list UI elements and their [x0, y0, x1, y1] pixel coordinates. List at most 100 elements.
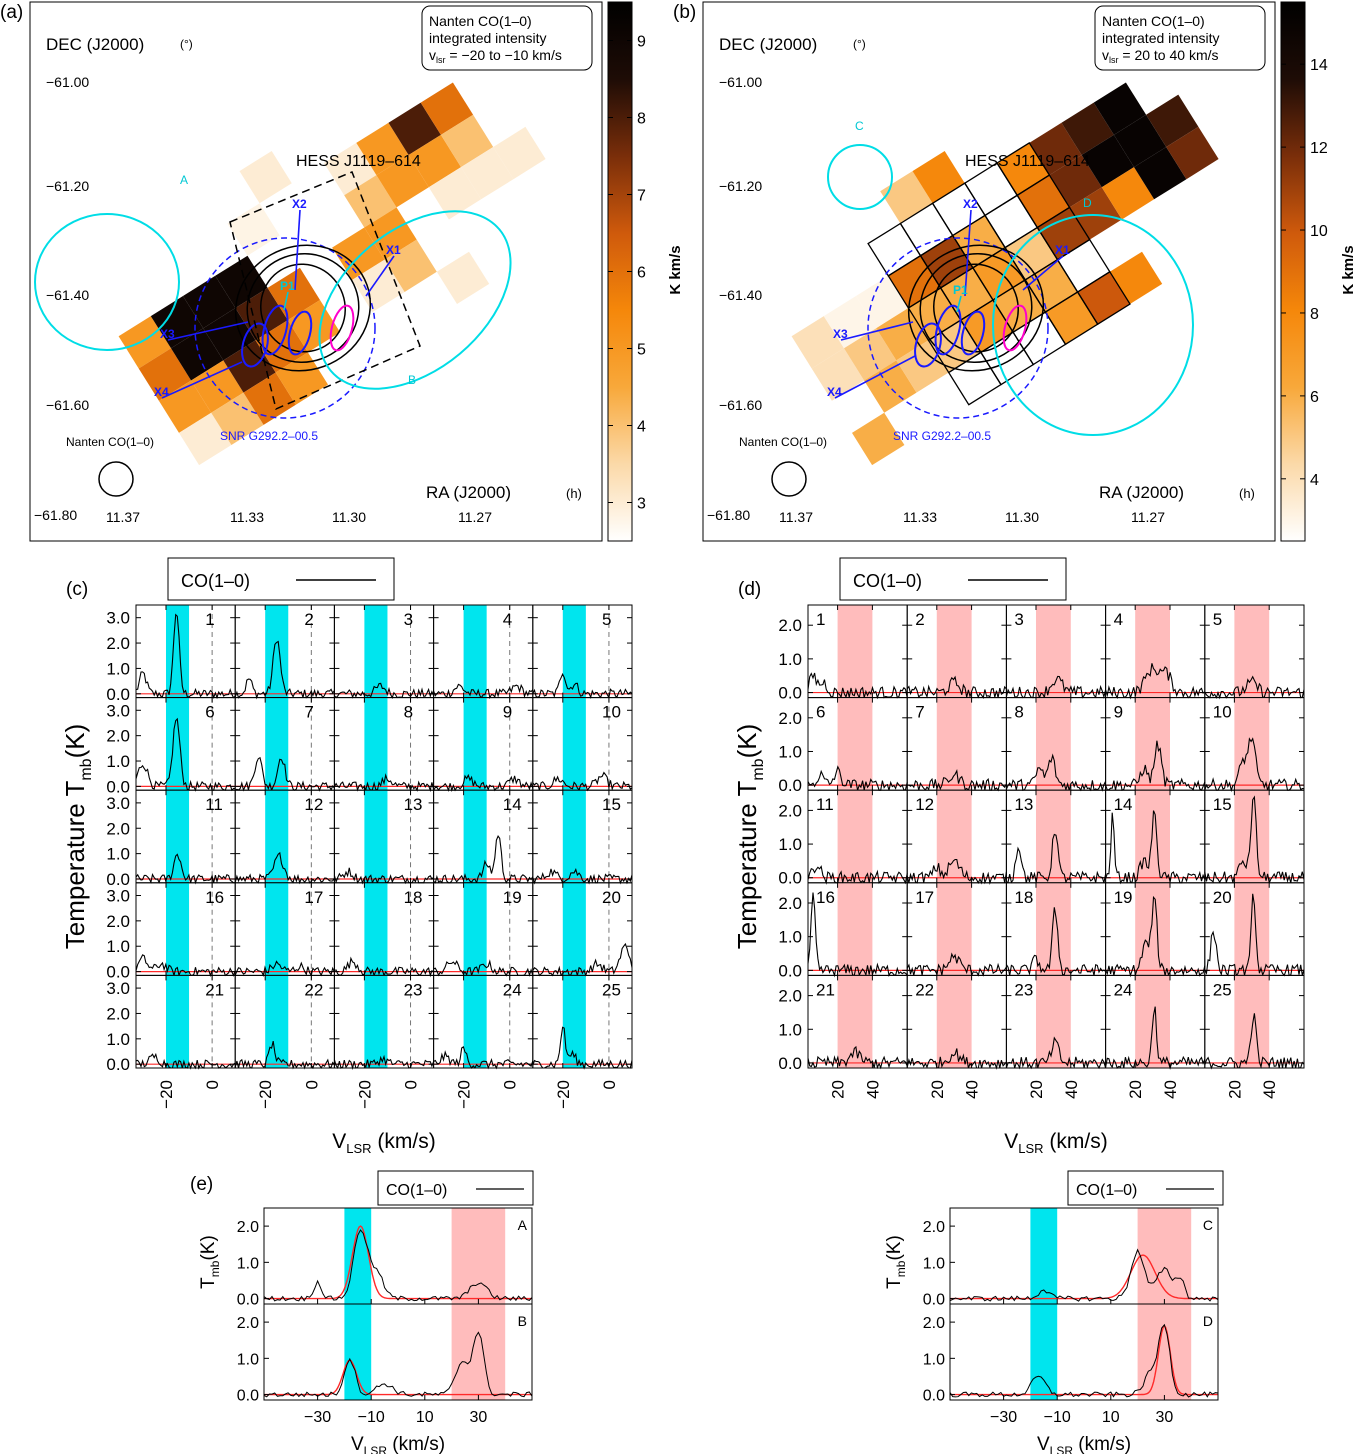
ra-tick-label: 11.33: [230, 509, 264, 525]
cell-number: 9: [503, 703, 512, 722]
x-tick-label: 20: [1027, 1080, 1046, 1099]
velocity-band: [1035, 605, 1071, 698]
cell-number: 11: [816, 795, 834, 814]
velocity-band: [936, 790, 972, 883]
y-tick-label: 0.0: [923, 1292, 945, 1309]
x-tick-label: 40: [1260, 1080, 1279, 1099]
marker-arrow: [834, 355, 916, 399]
xray-region: [261, 304, 289, 356]
marker-arrow: [294, 209, 301, 291]
y-axis-label: Temperature Tmb(K): [60, 724, 95, 950]
x-tick-label: 40: [963, 1080, 982, 1099]
cell-number: 4: [503, 610, 512, 629]
spectrum-line: [906, 1048, 1007, 1070]
y-tick-label: 0.0: [237, 1388, 259, 1405]
velocity-band: [562, 697, 586, 791]
marker-label: P1: [953, 283, 968, 297]
legend-box: [1067, 1170, 1224, 1206]
beam-circle: [98, 461, 134, 497]
colorbar-tick-label: 9: [637, 34, 646, 51]
x-tick-label: 30: [470, 1409, 488, 1426]
colorbar-label: K km/s: [1340, 245, 1355, 294]
dec-tick-label: −61.00: [46, 74, 89, 90]
velocity-band: [165, 882, 190, 976]
map-pixel: [267, 267, 320, 321]
cell-number: 24: [1114, 980, 1133, 999]
velocity-band: [1030, 1208, 1058, 1304]
velocity-band: [1234, 790, 1270, 883]
ra-tick-label: 11.30: [1005, 509, 1039, 525]
y-tick-label: 2.0: [106, 912, 130, 931]
spectrum-label: D: [1203, 1313, 1213, 1329]
y-tick-label: 1.0: [106, 937, 130, 956]
cell-number: 12: [915, 795, 934, 814]
y-tick-label: 0.0: [106, 777, 130, 796]
ra-tick-label: 11.30: [332, 509, 366, 525]
gaussian-fit: [950, 1254, 1218, 1300]
cell-number: 18: [1014, 888, 1033, 907]
velocity-band: [936, 975, 972, 1068]
velocity-band: [364, 605, 388, 698]
cloud-ellipse: [827, 144, 893, 210]
x-tick-label: −30: [304, 1409, 331, 1426]
dec-tick-label: −61.20: [46, 178, 89, 194]
colorbar-label: K km/s: [667, 245, 684, 294]
x-tick-label: 0: [302, 1080, 321, 1089]
xray-region: [287, 310, 313, 356]
y-tick-label: 2.0: [106, 634, 130, 653]
cloud-label: C: [855, 119, 864, 133]
cell-number: 12: [304, 795, 323, 814]
spectrum-line: [1005, 1036, 1107, 1070]
cell-number: 7: [915, 703, 924, 722]
ra-axis-unit: (h): [1239, 486, 1255, 501]
marker-label: X4: [827, 385, 842, 399]
xray-region: [914, 322, 942, 368]
velocity-band: [463, 605, 487, 698]
velocity-band: [936, 605, 972, 698]
map-pixel: [384, 239, 437, 292]
ra-tick-label: 11.27: [458, 509, 492, 525]
x-tick-label: −20: [256, 1080, 275, 1109]
colorbar-tick-label: 12: [1310, 140, 1328, 157]
cell-number: 23: [1014, 980, 1033, 999]
velocity-band: [463, 697, 487, 791]
ra-tick-label: 11.37: [106, 509, 140, 525]
velocity-band: [463, 790, 487, 883]
legend-line-1: Nanten CO(1–0): [1102, 13, 1205, 29]
velocity-band: [1135, 882, 1170, 976]
map-pixel: [1017, 175, 1070, 228]
y-tick-label: 1.0: [778, 1020, 802, 1039]
y-tick-label: 2.0: [106, 819, 130, 838]
spectrum-line: [433, 1046, 534, 1070]
velocity-band: [837, 605, 873, 698]
cloud-label: A: [180, 173, 188, 187]
velocity-band: [1234, 882, 1270, 976]
snr-circle: [867, 237, 1049, 419]
y-tick-label: 2.0: [778, 616, 802, 635]
marker-arrow: [161, 361, 243, 399]
velocity-band: [837, 790, 873, 883]
marker-arrow: [840, 321, 914, 341]
map-pixel: [1029, 122, 1082, 176]
spectrum-line: [433, 683, 534, 700]
colorbar-tick-label: 3: [637, 496, 646, 513]
map-pixel: [138, 348, 192, 401]
map-pixel: [408, 134, 461, 188]
cell-number: 19: [503, 888, 522, 907]
velocity-band: [364, 790, 388, 883]
map-pixel: [356, 122, 409, 176]
x-axis-label: VLSR (km/s): [1004, 1130, 1107, 1156]
velocity-band: [265, 605, 289, 698]
y-tick-label: 3.0: [106, 979, 130, 998]
velocity-band: [936, 882, 972, 976]
spectrum-line: [906, 952, 1007, 978]
beam-circle: [771, 461, 807, 497]
cell-number: 1: [816, 610, 825, 629]
marker-arrow: [365, 255, 395, 297]
map-pixel: [1049, 155, 1102, 208]
x-tick-label: 0: [203, 1080, 222, 1089]
y-tick-label: 1.0: [106, 1030, 130, 1049]
map-pixel: [791, 316, 844, 369]
map-pixel: [1146, 94, 1199, 147]
marker-arrow: [283, 291, 289, 311]
